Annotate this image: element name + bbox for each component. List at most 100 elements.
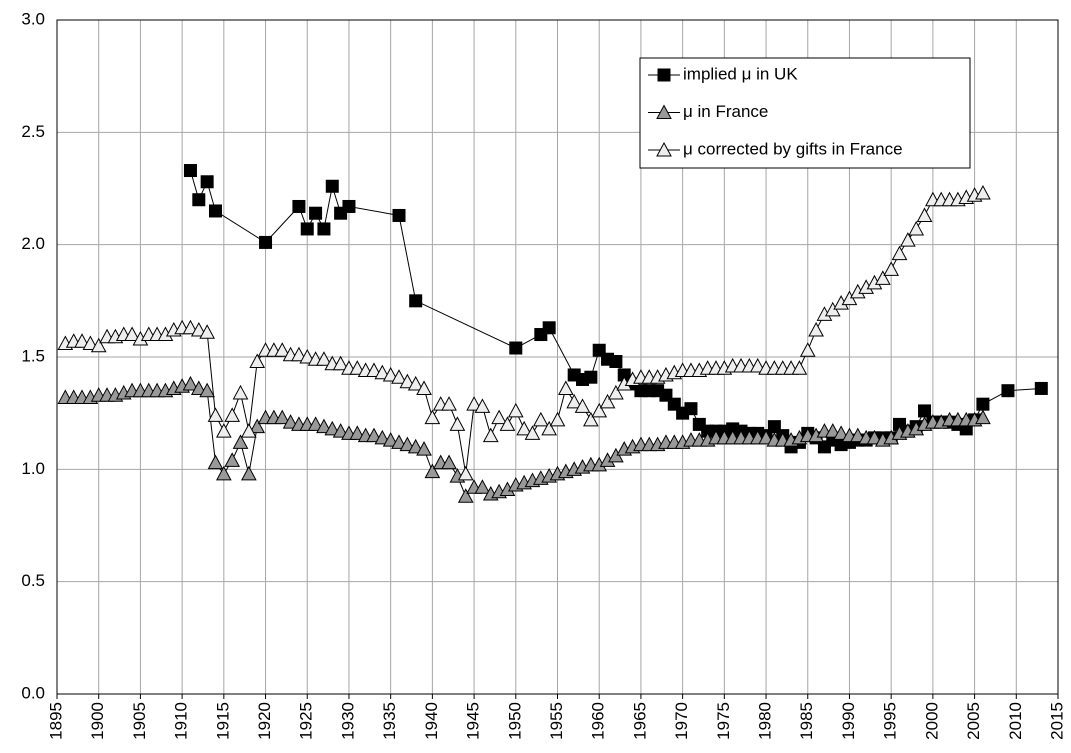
marker <box>975 409 991 425</box>
x-tick-label: 1910 <box>172 702 191 740</box>
marker <box>507 402 524 418</box>
marker <box>309 206 323 220</box>
marker <box>758 429 774 445</box>
marker <box>824 423 841 438</box>
marker <box>749 357 766 373</box>
marker <box>883 261 900 276</box>
marker <box>382 432 399 447</box>
marker <box>583 411 599 427</box>
marker <box>491 409 507 425</box>
x-tick-label: 1945 <box>464 702 483 740</box>
marker <box>299 348 316 364</box>
x-tick-label: 1920 <box>255 702 274 740</box>
marker <box>449 416 466 431</box>
marker <box>976 397 990 411</box>
marker <box>382 366 399 382</box>
marker <box>900 232 916 247</box>
marker <box>349 425 366 440</box>
x-tick-label: 1905 <box>130 702 149 740</box>
marker <box>190 321 207 337</box>
y-tick-label: 0.0 <box>21 683 45 702</box>
x-tick-label: 1995 <box>881 702 900 740</box>
marker <box>416 380 432 395</box>
x-tick-label: 1955 <box>547 702 566 740</box>
marker <box>291 346 307 362</box>
marker <box>232 434 249 449</box>
marker <box>232 384 249 400</box>
marker <box>199 382 215 398</box>
x-tick-label: 1940 <box>422 702 441 740</box>
marker <box>274 409 291 425</box>
y-tick-label: 3.0 <box>21 9 45 28</box>
legend: implied μ in UK μ in France μ corrected by… <box>639 57 971 169</box>
marker <box>207 407 224 422</box>
marker <box>474 398 491 413</box>
marker <box>391 369 407 384</box>
x-tick-label: 1950 <box>505 702 524 740</box>
marker <box>391 434 407 449</box>
marker <box>424 463 441 479</box>
marker <box>799 342 816 357</box>
marker <box>1034 381 1048 395</box>
marker <box>407 438 424 454</box>
marker <box>215 465 232 481</box>
x-tick-label: 1975 <box>714 702 733 740</box>
marker <box>224 452 241 467</box>
marker <box>608 384 624 400</box>
legend-label: implied μ in UK <box>683 64 798 83</box>
marker <box>90 337 107 353</box>
plot-frame <box>56 19 1059 695</box>
marker <box>215 423 232 438</box>
x-tick-label: 1990 <box>839 702 858 740</box>
marker <box>407 375 424 391</box>
x-tick-label: 2010 <box>1006 702 1025 740</box>
marker <box>392 208 406 222</box>
marker <box>324 420 341 436</box>
marker <box>190 380 207 395</box>
marker <box>325 179 339 193</box>
x-tick-label: 1895 <box>46 702 65 740</box>
x-tick-label: 1980 <box>756 702 775 740</box>
marker <box>542 321 556 335</box>
x-tick-label: 1960 <box>589 702 608 740</box>
marker <box>524 425 541 440</box>
x-tick-label: 1925 <box>297 702 316 740</box>
y-tick-label: 1.5 <box>21 346 45 365</box>
marker <box>241 423 257 438</box>
marker <box>292 199 306 213</box>
x-tick-label: 2005 <box>964 702 983 740</box>
marker <box>332 355 349 371</box>
marker <box>441 454 457 470</box>
marker <box>509 341 523 355</box>
marker <box>366 427 382 443</box>
marker <box>591 402 608 418</box>
legend-box <box>639 57 971 169</box>
marker <box>457 488 474 503</box>
marker <box>657 68 671 82</box>
marker <box>82 335 99 351</box>
marker <box>316 351 332 366</box>
legend-label: μ corrected by gifts in France <box>683 139 903 158</box>
marker <box>249 418 266 434</box>
x-tick-label: 1970 <box>672 702 691 740</box>
marker <box>656 141 672 157</box>
marker <box>182 375 199 391</box>
marker <box>366 362 382 377</box>
marker <box>249 353 266 368</box>
marker <box>1001 384 1015 398</box>
marker <box>918 404 932 418</box>
x-tick-label: 2000 <box>922 702 941 740</box>
x-tick-label: 2015 <box>1047 702 1066 740</box>
marker <box>207 454 224 470</box>
x-tick-label: 1985 <box>797 702 816 740</box>
legend-label: μ in France <box>683 102 768 121</box>
marker <box>199 324 215 339</box>
marker <box>566 393 583 409</box>
marker <box>874 270 891 285</box>
marker <box>416 441 432 456</box>
marker <box>457 465 474 481</box>
marker <box>791 360 808 375</box>
marker <box>599 393 616 409</box>
marker <box>891 245 908 261</box>
